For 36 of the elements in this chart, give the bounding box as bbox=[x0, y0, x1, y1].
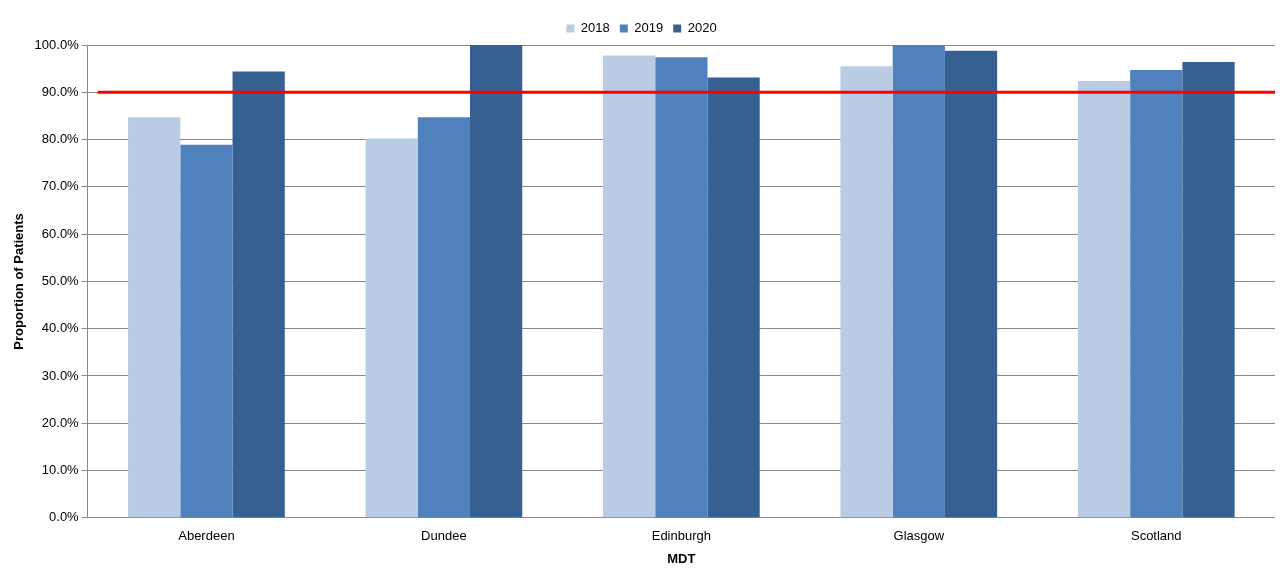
legend-label: 2019 bbox=[634, 20, 664, 36]
bar bbox=[128, 117, 181, 518]
x-axis-title: MDT bbox=[667, 550, 696, 566]
y-axis-title: Proportion of Patients bbox=[11, 213, 27, 350]
bar bbox=[707, 77, 760, 518]
x-tick-label: Dundee bbox=[421, 528, 467, 544]
bar bbox=[365, 138, 418, 518]
bar bbox=[180, 144, 233, 518]
y-tick-label: 60.0% bbox=[41, 225, 80, 241]
bar bbox=[944, 50, 998, 518]
legend-label: 2020 bbox=[687, 20, 717, 36]
y-tick-label: 30.0% bbox=[41, 367, 80, 383]
x-tick-label: Glasgow bbox=[893, 528, 945, 544]
y-tick-label: 100.0% bbox=[34, 36, 80, 52]
bar bbox=[1182, 62, 1235, 518]
y-tick-label: 70.0% bbox=[41, 178, 80, 194]
bar bbox=[232, 71, 285, 518]
x-tick-label: Aberdeen bbox=[178, 528, 235, 544]
x-tick-label: Scotland bbox=[1130, 528, 1182, 544]
y-tick-label: 0.0% bbox=[49, 509, 80, 525]
bar bbox=[892, 45, 945, 518]
bar bbox=[470, 45, 523, 518]
bar bbox=[655, 57, 708, 518]
bar bbox=[840, 66, 893, 518]
y-tick-label: 10.0% bbox=[41, 462, 80, 478]
y-tick-label: 40.0% bbox=[41, 320, 80, 336]
y-tick-label: 80.0% bbox=[41, 131, 80, 147]
legend-label: 2018 bbox=[580, 20, 610, 36]
bar bbox=[1130, 70, 1183, 518]
bar bbox=[417, 117, 470, 518]
y-tick-label: 50.0% bbox=[41, 272, 80, 288]
y-tick-label: 20.0% bbox=[41, 414, 80, 430]
bar bbox=[1077, 80, 1131, 518]
x-tick-label: Edinburgh bbox=[651, 528, 711, 544]
bar bbox=[602, 55, 656, 518]
y-tick-label: 90.0% bbox=[41, 83, 80, 99]
